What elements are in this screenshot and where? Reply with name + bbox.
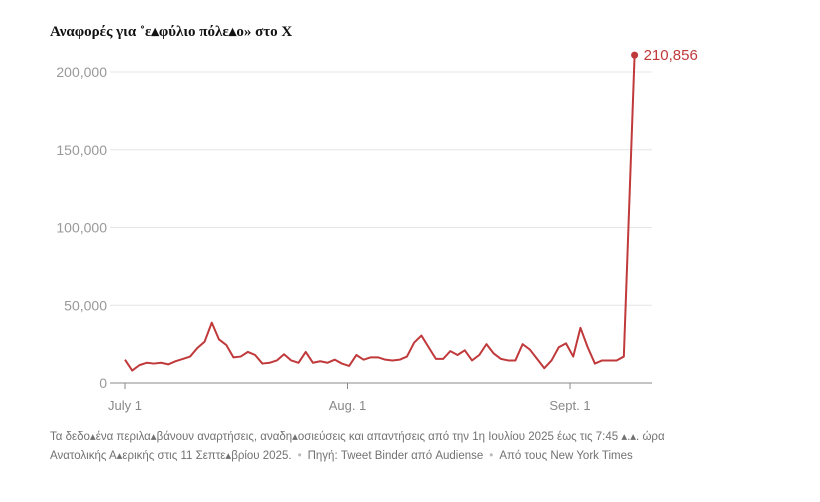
credit-text: Από τους New York Times	[499, 450, 633, 462]
note-text: Τα δεδο▴ένα περιλα▴βάνουν αναρτήσεις, αν…	[50, 431, 665, 462]
y-tick-label: 100,000	[56, 220, 107, 236]
end-value-label: 210,856	[644, 47, 698, 64]
separator-dot: •	[489, 450, 494, 462]
end-point-marker	[631, 51, 639, 59]
x-tick-label: Aug. 1	[329, 398, 367, 413]
y-tick-label: 0	[99, 375, 107, 391]
source-text: Πηγή: Tweet Binder από Audiense	[307, 450, 484, 462]
chart-title: Αναφορές για ˚ε▴φύλιο πόλε▴ο» στο X	[50, 24, 293, 40]
separator-dot: •	[297, 450, 302, 462]
y-tick-label: 50,000	[64, 297, 107, 313]
x-tick-label: July 1	[108, 398, 142, 413]
x-tick-label: Sept. 1	[549, 398, 590, 413]
chart-note: Τα δεδο▴ένα περιλα▴βάνουν αναρτήσεις, αν…	[50, 428, 715, 466]
y-tick-label: 150,000	[56, 142, 107, 158]
series-line	[124, 55, 636, 372]
line-chart: 0 50,000 100,000 150,000 200,000 July 1 Aug. 1…	[56, 47, 698, 413]
y-tick-label: 200,000	[56, 64, 107, 80]
